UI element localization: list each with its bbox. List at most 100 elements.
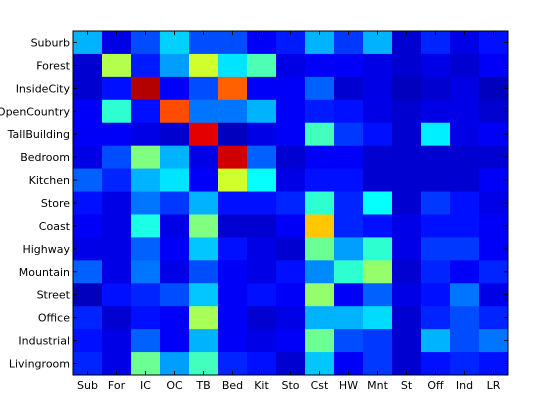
heatmap-cell: [450, 283, 480, 307]
heatmap-cell: [73, 237, 103, 261]
heatmap-cell: [392, 237, 422, 261]
heatmap-cell: [363, 53, 393, 78]
heatmap-cell: [218, 53, 248, 78]
heatmap-cell: [218, 352, 248, 376]
heatmap-cell: [189, 191, 219, 215]
heatmap-cell: [131, 76, 161, 101]
heatmap-cell: [421, 214, 451, 238]
heatmap-cell: [450, 145, 480, 170]
heatmap-cell: [276, 99, 306, 124]
heatmap-cell: [276, 145, 306, 170]
heatmap-cell: [247, 329, 277, 353]
heatmap-cell: [218, 191, 248, 215]
y-tick-label: Street: [37, 289, 71, 302]
heatmap-cell: [131, 214, 161, 238]
heatmap-cell: [160, 237, 190, 261]
heatmap-cell: [363, 237, 393, 261]
heatmap-cell: [160, 306, 190, 330]
heatmap-cell: [131, 329, 161, 353]
y-axis-ticks: Suburb Forest InsideCity OpenCountry TallBui…: [0, 36, 508, 371]
x-tick-label: Mnt: [367, 379, 388, 392]
heatmap-cell: [392, 214, 422, 238]
heatmap-cell: [421, 306, 451, 330]
heatmap-cell: [421, 122, 451, 147]
y-tick-label: Office: [38, 312, 70, 325]
heatmap-cell: [334, 76, 364, 101]
heatmap-cell: [334, 191, 364, 215]
heatmap-cells: [73, 31, 509, 376]
heatmap-cell: [102, 237, 132, 261]
heatmap-cell: [305, 260, 335, 284]
heatmap-cell: [479, 260, 509, 284]
heatmap-cell: [189, 168, 219, 193]
heatmap-cell: [363, 306, 393, 330]
heatmap-cell: [450, 214, 480, 238]
heatmap-cell: [247, 283, 277, 307]
y-tick-label: OpenCountry: [0, 105, 70, 118]
heatmap-cell: [479, 214, 509, 238]
heatmap-cell: [421, 99, 451, 124]
heatmap-cell: [392, 99, 422, 124]
heatmap-cell: [450, 122, 480, 147]
heatmap-cell: [276, 53, 306, 78]
heatmap-cell: [450, 76, 480, 101]
heatmap-cell: [305, 214, 335, 238]
heatmap-cell: [218, 168, 248, 193]
heatmap-cell: [102, 352, 132, 376]
x-tick-label: For: [108, 379, 126, 392]
heatmap-cell: [363, 168, 393, 193]
heatmap-cell: [102, 283, 132, 307]
heatmap-cell: [305, 191, 335, 215]
heatmap-cell: [218, 122, 248, 147]
heatmap-cell: [102, 168, 132, 193]
heatmap-cell: [334, 214, 364, 238]
heatmap-cell: [392, 122, 422, 147]
heatmap-cell: [131, 99, 161, 124]
heatmap-cell: [218, 237, 248, 261]
heatmap-cell: [479, 76, 509, 101]
heatmap-cell: [334, 329, 364, 353]
heatmap-cell: [247, 352, 277, 376]
heatmap-cell: [421, 31, 451, 55]
heatmap-cell: [247, 99, 277, 124]
heatmap-cell: [363, 99, 393, 124]
heatmap-cell: [131, 145, 161, 170]
heatmap-cell: [363, 283, 393, 307]
heatmap-cell: [421, 329, 451, 353]
heatmap-cell: [218, 306, 248, 330]
heatmap-cell: [247, 76, 277, 101]
heatmap-cell: [305, 31, 335, 55]
heatmap-cell: [392, 329, 422, 353]
heatmap-cell: [73, 283, 103, 307]
x-tick-label: IC: [140, 379, 151, 392]
heatmap-cell: [479, 53, 509, 78]
heatmap-cell: [189, 76, 219, 101]
heatmap-cell: [189, 53, 219, 78]
heatmap-cell: [160, 145, 190, 170]
heatmap-cell: [160, 191, 190, 215]
heatmap-cell: [73, 214, 103, 238]
heatmap-cell: [276, 237, 306, 261]
heatmap-cell: [363, 76, 393, 101]
heatmap-cell: [392, 260, 422, 284]
x-tick-label: Bed: [222, 379, 243, 392]
heatmap-cell: [450, 168, 480, 193]
heatmap-cell: [102, 122, 132, 147]
heatmap-cell: [305, 168, 335, 193]
heatmap-cell: [247, 191, 277, 215]
heatmap-cell: [73, 53, 103, 78]
heatmap-cell: [189, 145, 219, 170]
heatmap-cell: [450, 329, 480, 353]
heatmap-cell: [131, 352, 161, 376]
heatmap-cell: [334, 145, 364, 170]
heatmap-cell: [218, 31, 248, 55]
x-axis-ticks: Sub For IC OC TB Bed Kit Sto Cst HW Mnt St Off Ind LR: [77, 31, 501, 392]
heatmap-cell: [392, 283, 422, 307]
heatmap-cell: [363, 214, 393, 238]
heatmap-cell: [334, 237, 364, 261]
y-tick-label: Livingroom: [9, 358, 70, 371]
heatmap-cell: [247, 122, 277, 147]
heatmap-cell: [276, 329, 306, 353]
heatmap-cell: [276, 352, 306, 376]
heatmap-cell: [305, 329, 335, 353]
